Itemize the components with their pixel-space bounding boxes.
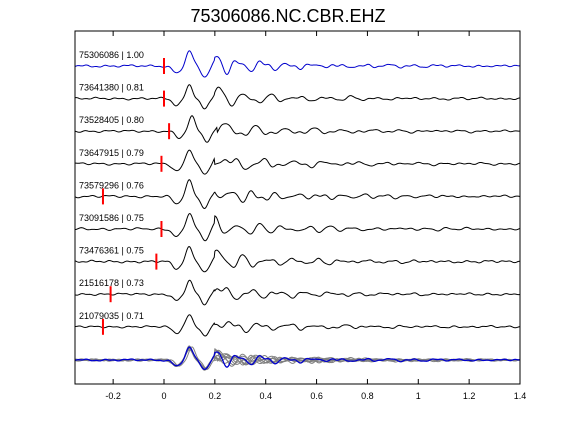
axes-box xyxy=(74,30,521,385)
x-tick-label: 1.4 xyxy=(514,391,527,401)
x-tick-label: 0.4 xyxy=(259,391,272,401)
trace-21516178 xyxy=(74,279,521,306)
x-tick-label: 0.6 xyxy=(310,391,323,401)
trace-73528405 xyxy=(74,115,521,143)
trace-73091586 xyxy=(74,213,521,242)
trace-label-75306086: 75306086 | 1.00 xyxy=(79,50,144,60)
ticks-layer: -0.2 0 0.2 0.4 0.6 0.8 1 1.2 1.4 xyxy=(105,31,526,401)
trace-label-73091586: 73091586 | 0.75 xyxy=(79,213,144,223)
x-tick-label: 1 xyxy=(416,391,421,401)
trace-label-73647915: 73647915 | 0.79 xyxy=(79,148,144,158)
trace-label-73579296: 73579296 | 0.76 xyxy=(79,180,144,190)
x-tick-label: 1.2 xyxy=(463,391,476,401)
stack-trace-73476361 xyxy=(74,346,520,370)
picks-layer xyxy=(101,58,171,335)
traces-layer xyxy=(74,50,521,337)
x-tick-label: 0.2 xyxy=(209,391,222,401)
trace-21079035 xyxy=(75,314,521,337)
trace-73647915 xyxy=(74,149,521,175)
chart-title: 75306086.NC.CBR.EHZ xyxy=(190,6,386,26)
trace-label-73476361: 73476361 | 0.75 xyxy=(79,246,144,256)
x-tick-label: -0.2 xyxy=(105,391,121,401)
trace-label-73641380: 73641380 | 0.81 xyxy=(79,83,144,93)
trace-73641380 xyxy=(74,84,521,110)
trace-75306086 xyxy=(74,50,521,78)
trace-label-21516178: 21516178 | 0.73 xyxy=(79,278,144,288)
trace-label-73528405: 73528405 | 0.80 xyxy=(79,115,144,125)
trace-label-21079035: 21079035 | 0.71 xyxy=(79,311,144,321)
trace-73476361 xyxy=(74,246,520,273)
stack-trace-75306086 xyxy=(74,346,521,371)
stack-layer xyxy=(74,345,521,371)
labels-layer: 75306086 | 1.00 73641380 | 0.81 73528405 |… xyxy=(79,50,144,321)
stack-trace-73579296 xyxy=(74,345,521,371)
x-tick-label: 0.8 xyxy=(361,391,374,401)
stack-trace-73647915 xyxy=(74,347,521,370)
trace-73579296 xyxy=(74,179,521,209)
x-tick-label: 0 xyxy=(161,391,166,401)
